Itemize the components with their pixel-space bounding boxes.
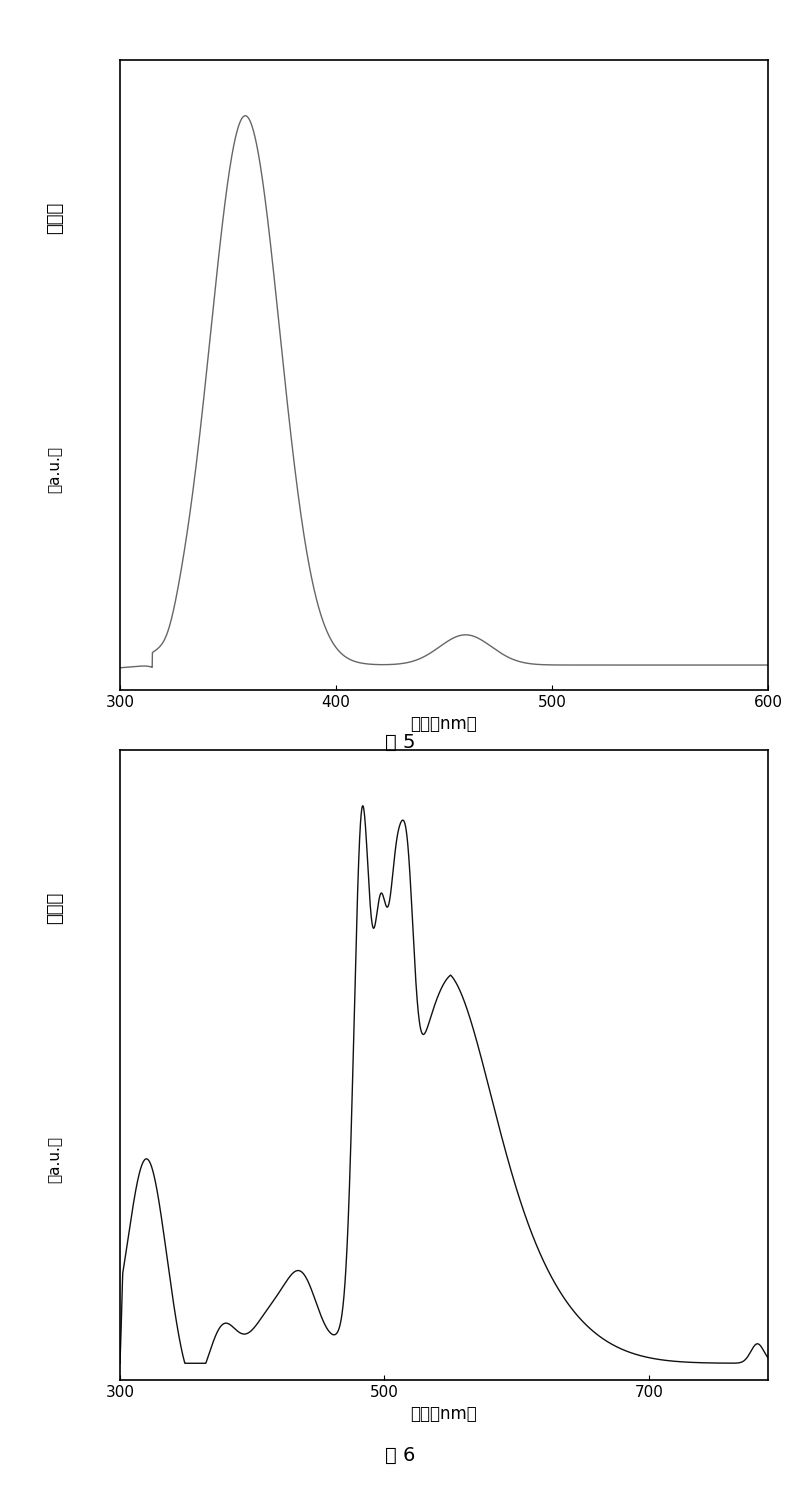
Text: 光电流: 光电流	[46, 891, 64, 924]
X-axis label: 波长（nm）: 波长（nm）	[410, 1406, 478, 1423]
Text: （a.u.）: （a.u.）	[48, 1136, 62, 1184]
Text: （a.u.）: （a.u.）	[48, 446, 62, 494]
Text: 图 5: 图 5	[385, 734, 415, 752]
Text: 光电流: 光电流	[46, 201, 64, 234]
Text: 图 6: 图 6	[385, 1446, 415, 1464]
X-axis label: 波长（nm）: 波长（nm）	[410, 716, 478, 734]
